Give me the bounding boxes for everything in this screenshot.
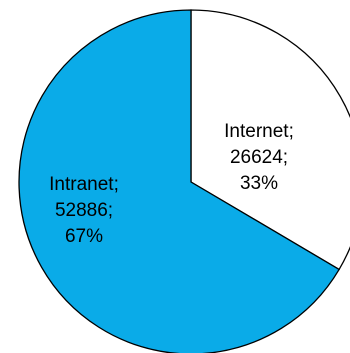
slice-label-intranet: Intranet; 52886; 67%	[49, 174, 119, 247]
slice-label-line: 26624;	[230, 147, 288, 168]
pie-slice-internet	[190, 9, 350, 271]
slice-label-line: 67%	[65, 226, 103, 247]
slice-label-line: 33%	[240, 173, 278, 194]
slice-label-internet: Internet; 26624; 33%	[224, 121, 294, 194]
slice-label-line: Intranet;	[49, 174, 119, 195]
slice-label-line: 52886;	[55, 200, 113, 221]
slice-label-line: Internet;	[224, 121, 294, 142]
pie-slice-intranet	[18, 9, 341, 353]
